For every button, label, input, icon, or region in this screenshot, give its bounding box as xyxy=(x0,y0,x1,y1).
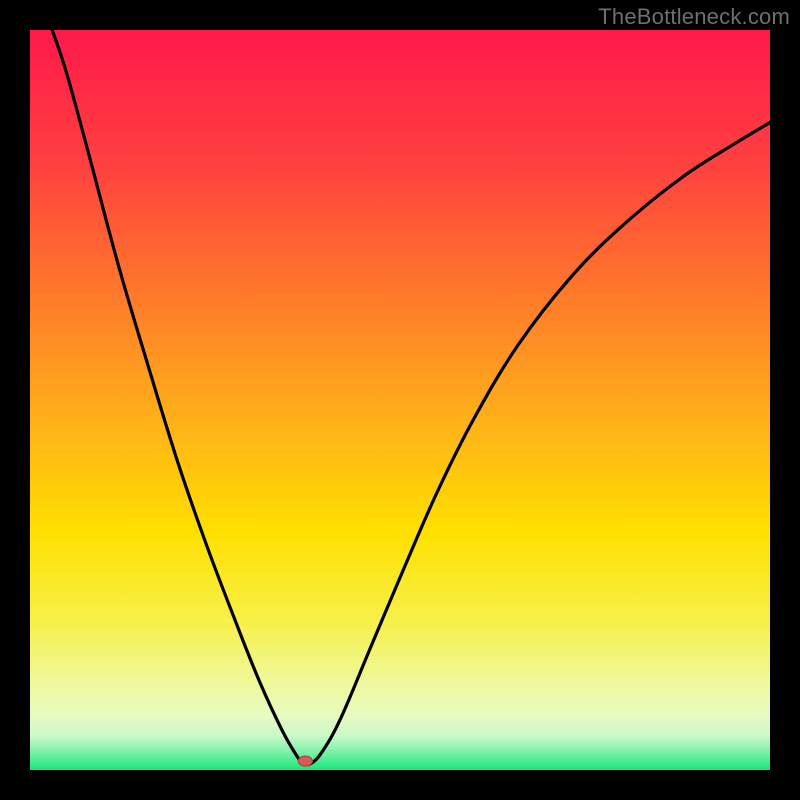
watermark-text: TheBottleneck.com xyxy=(598,4,790,30)
minimum-marker xyxy=(298,756,312,766)
bottleneck-chart xyxy=(0,0,800,800)
plot-background xyxy=(30,30,770,770)
